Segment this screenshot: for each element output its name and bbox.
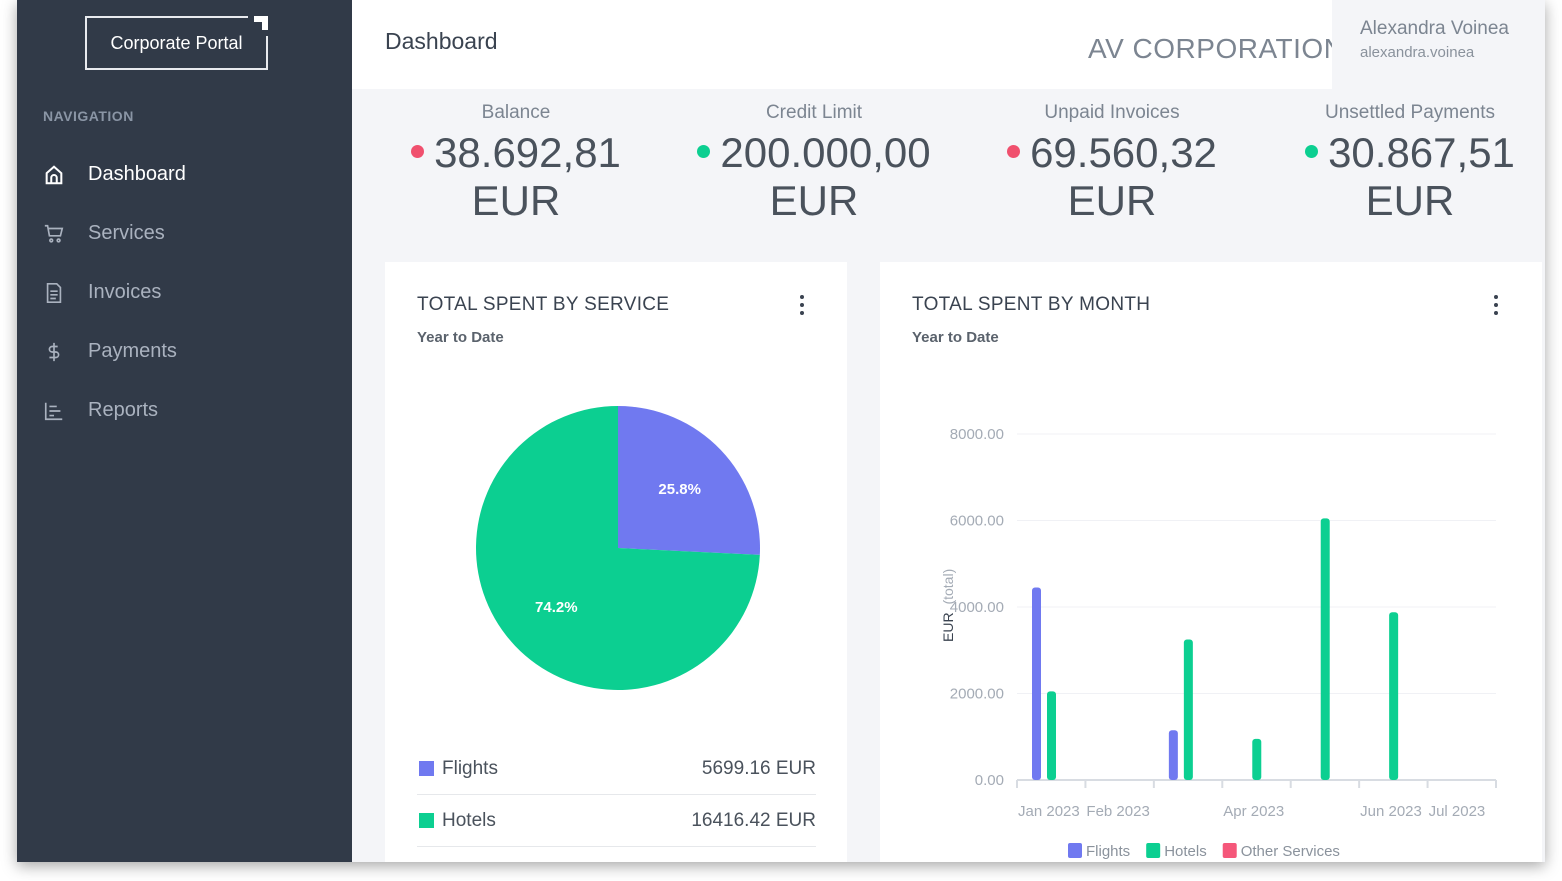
stat-unpaid-invoices: Unpaid Invoices 69.560,32 EUR (963, 89, 1261, 225)
sidebar: Corporate Portal NAVIGATION Dashboard Se… (17, 0, 352, 862)
document-icon (46, 282, 62, 303)
card-total-by-month: TOTAL SPENT BY MONTH Year to Date 0.00 20… (880, 262, 1542, 862)
legend-swatch (419, 813, 434, 828)
stat-value: 30.867,51 (1328, 129, 1515, 176)
bar-hotels (1183, 639, 1193, 780)
pie-slice-hotels (476, 406, 760, 690)
home-icon (45, 164, 63, 184)
legend-row-hotels: Hotels 16416.42 EUR (417, 795, 816, 847)
stat-currency: EUR (1365, 177, 1455, 224)
user-menu[interactable]: Alexandra Voinea alexandra.voinea (1332, 0, 1545, 89)
company-name: AV CORPORATION (1088, 33, 1345, 64)
bar-hotels (1320, 518, 1330, 780)
bar-hotels (1389, 612, 1399, 780)
more-options-icon[interactable] (799, 295, 805, 315)
sidebar-item-label: Reports (88, 399, 159, 421)
logo[interactable]: Corporate Portal (85, 14, 270, 70)
app-window: Corporate Portal NAVIGATION Dashboard Se… (17, 0, 1545, 862)
bar-flights (1168, 730, 1178, 780)
y-tick-label: 4000.00 (950, 599, 1004, 616)
sidebar-item-label: Services (88, 222, 165, 244)
stat-credit-limit: Credit Limit 200.000,00 EUR (665, 89, 963, 225)
legend-swatch (1068, 843, 1082, 858)
sidebar-item-services[interactable]: Services (17, 204, 352, 263)
legend-row-flights: Flights 5699.16 EUR (417, 743, 816, 795)
legend-swatch (1146, 843, 1161, 858)
y-tick-label: 2000.00 (950, 686, 1004, 703)
stat-label: Credit Limit (765, 102, 863, 123)
sidebar-item-reports[interactable]: Reports (17, 381, 352, 440)
x-tick-label: Jan 2023 (1018, 803, 1080, 820)
status-dot (1007, 145, 1021, 159)
bar-flights (1032, 587, 1041, 780)
sidebar-item-invoices[interactable]: Invoices (17, 263, 352, 322)
card-subtitle: Year to Date (912, 329, 999, 346)
legend-label: Flights (1086, 843, 1130, 860)
legend-amount: 16416.42 EUR (691, 809, 816, 831)
logo-text: Corporate Portal (110, 32, 243, 53)
stat-label: Unpaid Invoices (1044, 102, 1180, 123)
sidebar-item-payments[interactable]: Payments (17, 322, 352, 381)
legend-label: Hotels (1164, 843, 1207, 860)
cart-icon (44, 224, 64, 243)
nav-title: NAVIGATION (43, 108, 134, 124)
legend-swatch (1222, 843, 1237, 858)
legend-label: Flights (442, 757, 498, 779)
sidebar-item-label: Dashboard (88, 163, 186, 185)
legend-amount: 5699.16 EUR (701, 757, 816, 779)
pie-chart: 25.8% 74.2% (476, 406, 760, 690)
bar-hotels (1047, 691, 1056, 780)
bar-chart: 0.00 2000.00 4000.00 6000.00 8000.00 Jan 2023… (940, 426, 1497, 860)
y-axis-label: EUR (total) (940, 569, 956, 642)
x-tick-label: Jun 2023 (1360, 803, 1422, 820)
more-options-icon[interactable] (1493, 295, 1499, 315)
pie-label: 25.8% (658, 481, 701, 498)
legend-label: Hotels (442, 809, 496, 831)
status-dot (411, 145, 425, 159)
logo-corner-icon (248, 14, 270, 36)
top-bar: Dashboard AV CORPORATION Alexandra Voine… (352, 0, 1545, 89)
user-name: Alexandra Voinea (1360, 18, 1509, 39)
y-tick-label: 8000.00 (950, 426, 1004, 443)
stat-currency: EUR (1067, 177, 1157, 224)
stat-unsettled-payments: Unsettled Payments 30.867,51 EUR (1261, 89, 1545, 225)
pie-label: 74.2% (535, 599, 578, 616)
stat-label: Balance (481, 102, 551, 123)
card-total-by-service: TOTAL SPENT BY SERVICE Year to Date 25.8… (385, 262, 847, 862)
stat-balance: Balance 38.692,81 EUR (367, 89, 665, 225)
y-tick-label: 6000.00 (950, 513, 1004, 530)
x-tick-label: Feb 2023 (1086, 803, 1149, 820)
stat-value: 200.000,00 (720, 129, 931, 176)
bar-chart-icon (44, 402, 63, 420)
y-tick-label: 0.00 (975, 772, 1004, 789)
legend-label: Other Services (1241, 843, 1340, 860)
card-subtitle: Year to Date (417, 329, 504, 346)
dollar-icon (48, 342, 60, 361)
x-tick-label: Jul 2023 (1429, 803, 1486, 820)
nav-menu: Dashboard Services Invoices Payments Rep… (17, 145, 352, 440)
user-login: alexandra.voinea (1360, 44, 1475, 61)
sidebar-item-dashboard[interactable]: Dashboard (17, 145, 352, 204)
stat-label: Unsettled Payments (1324, 102, 1496, 123)
card-title: TOTAL SPENT BY SERVICE (417, 294, 670, 315)
sidebar-item-label: Invoices (88, 281, 162, 303)
stat-currency: EUR (471, 177, 561, 224)
stat-value: 38.692,81 (434, 129, 621, 176)
stats-row: Balance 38.692,81 EUR Credit Limit 200.00… (352, 89, 1545, 259)
bar-hotels (1252, 738, 1262, 780)
legend-swatch (419, 761, 434, 776)
x-tick-label: Apr 2023 (1223, 803, 1284, 820)
status-dot (1305, 145, 1319, 159)
pie-slice-flights (618, 406, 760, 555)
card-title: TOTAL SPENT BY MONTH (912, 294, 1151, 315)
page-title: Dashboard (385, 28, 498, 54)
sidebar-item-label: Payments (88, 340, 177, 362)
stat-value: 69.560,32 (1030, 129, 1217, 176)
stat-currency: EUR (769, 177, 859, 224)
status-dot (697, 145, 711, 159)
